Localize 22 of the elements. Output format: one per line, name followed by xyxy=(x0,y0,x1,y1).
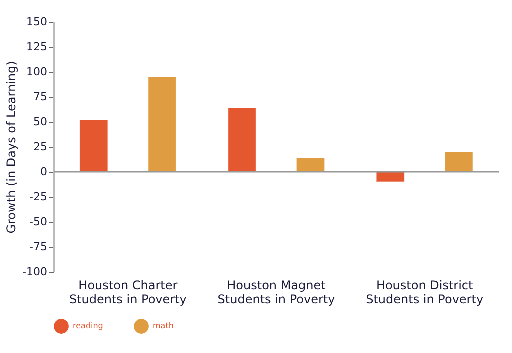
bar xyxy=(296,158,326,172)
y-tick-label: -50 xyxy=(30,216,48,228)
y-tick-label: 25 xyxy=(34,140,48,154)
y-tick-label: 125 xyxy=(26,40,48,54)
y-tick-label: 50 xyxy=(34,116,48,128)
bar xyxy=(228,108,257,172)
bar xyxy=(444,152,474,172)
x-tick-label: Houston Charter Students in Poverty xyxy=(69,278,187,306)
bar xyxy=(148,76,177,172)
y-tick-label: 150 xyxy=(26,16,48,28)
y-tick-label: -100 xyxy=(22,266,48,278)
legend-label: reading xyxy=(73,322,104,331)
bar xyxy=(79,120,108,172)
x-tick-label: Houston Magnet Students in Poverty xyxy=(218,278,336,306)
y-axis-title: Growth (in Days of Learning) xyxy=(4,61,19,234)
legend-label: math xyxy=(153,322,174,331)
y-tick-label: 100 xyxy=(26,66,48,78)
y-tick-label: -25 xyxy=(30,190,48,204)
y-tick-label: 0 xyxy=(40,166,48,178)
y-tick-label: 75 xyxy=(34,90,48,104)
y-tick-label: -75 xyxy=(30,240,48,254)
x-tick-label: Houston District Students in Poverty xyxy=(366,278,484,306)
